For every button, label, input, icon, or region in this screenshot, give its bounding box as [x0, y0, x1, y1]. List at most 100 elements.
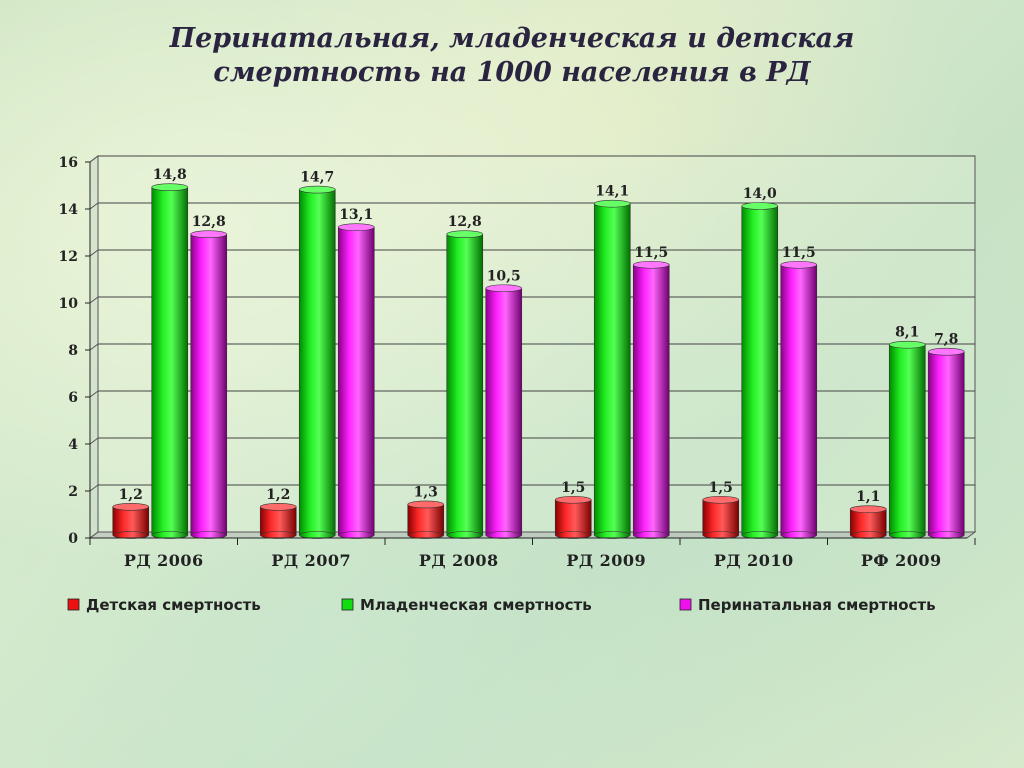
gridline-diag — [89, 202, 99, 210]
gridline-diag — [89, 296, 99, 304]
bar — [554, 499, 592, 536]
y-tick-label: 12 — [59, 249, 78, 265]
bar-base — [888, 531, 926, 539]
legend: Детская смертность Младенческая смертност… — [67, 596, 936, 614]
bar-base — [190, 531, 228, 539]
data-label: 11,5 — [634, 245, 668, 261]
bar-top — [446, 230, 484, 238]
x-category-label: РД 2008 — [419, 551, 499, 570]
bar — [741, 205, 779, 536]
legend-label: Перинатальная смертность — [698, 596, 936, 614]
chart-title-line1: Перинатальная, младенческая и детская — [169, 23, 855, 54]
bar — [849, 508, 887, 536]
bar — [298, 189, 336, 536]
bar — [632, 264, 670, 536]
bar-top — [780, 260, 818, 269]
bar-base — [593, 531, 631, 539]
data-label: 10,5 — [487, 268, 521, 284]
y-axis: 0 2 4 6 8 10 12 14 16 — [59, 155, 91, 547]
bar-top — [337, 223, 375, 231]
bar-top — [593, 199, 631, 208]
bar-base — [702, 531, 740, 539]
x-category-label: РФ 2009 — [861, 551, 942, 570]
y-tick-label: 2 — [68, 484, 78, 500]
bar-base — [151, 531, 189, 539]
data-label: 8,1 — [895, 325, 919, 341]
bar — [446, 233, 484, 536]
x-category-label: РД 2010 — [714, 551, 794, 570]
data-label: 1,3 — [414, 484, 438, 500]
y-tick-label: 6 — [68, 390, 78, 406]
bar-base — [446, 531, 484, 539]
bar — [151, 186, 189, 536]
data-label: 14,0 — [743, 186, 777, 202]
bar — [780, 264, 818, 536]
bar-top — [632, 260, 670, 269]
bar-base — [298, 531, 336, 539]
bar-base — [112, 531, 150, 539]
bar-base — [554, 531, 592, 539]
bar — [593, 203, 631, 536]
bar-top — [298, 185, 336, 194]
bar-base — [632, 531, 670, 539]
y-tick-label: 14 — [59, 202, 79, 218]
bar-top — [485, 284, 523, 293]
x-axis: РД 2006 РД 2007 РД 2008 РД 2009 РД 2010 РФ 20… — [89, 537, 976, 570]
bar — [112, 506, 150, 536]
bar — [190, 233, 228, 536]
bar — [702, 499, 740, 536]
y-tick-label: 8 — [68, 343, 78, 359]
data-label: 7,8 — [934, 332, 958, 348]
bar-base — [337, 531, 375, 539]
data-label: 14,1 — [595, 184, 629, 200]
bar-base — [259, 531, 297, 539]
chart-title-line2: смертность на 1000 населения в РД — [213, 57, 811, 88]
bar-top — [927, 347, 965, 356]
x-category-label: РД 2006 — [124, 551, 204, 570]
y-tick-label: 10 — [59, 296, 79, 312]
data-label: 1,5 — [561, 480, 585, 496]
data-label: 1,2 — [119, 487, 143, 503]
data-label: 13,1 — [339, 207, 373, 223]
bar-top — [112, 502, 150, 511]
bar-base — [485, 531, 523, 539]
bar-top — [151, 183, 189, 191]
chart-title: Перинатальная, младенческая и детская см… — [0, 22, 1024, 90]
gridline-diag — [89, 437, 99, 445]
legend-label: Детская смертность — [86, 596, 261, 614]
bar-top — [554, 495, 592, 504]
bar-top — [849, 505, 887, 513]
bar-top — [888, 340, 926, 349]
legend-swatch — [67, 598, 80, 611]
bar — [337, 226, 375, 536]
data-label: 1,1 — [856, 489, 880, 505]
x-category-label: РД 2007 — [271, 551, 351, 570]
gridline-diag — [89, 249, 99, 257]
bar — [259, 506, 297, 536]
bar-base — [407, 531, 445, 539]
bar — [888, 344, 926, 536]
bar-top — [190, 230, 228, 238]
data-label: 1,2 — [266, 487, 290, 503]
x-category-label: РД 2009 — [566, 551, 646, 570]
bars-group: 1,2 14,8 12,8 1,2 14,7 13,1 1,3 12,8 10,5 1,5 14,1… — [112, 167, 965, 539]
bar-top — [407, 500, 445, 509]
legend-swatch — [679, 598, 692, 611]
data-label: 1,5 — [709, 480, 733, 496]
gridline-diag — [89, 343, 99, 351]
bar-top — [702, 495, 740, 504]
legend-label: Младенческая смертность — [360, 596, 592, 614]
bar-base — [741, 531, 779, 539]
legend-swatch — [341, 598, 354, 611]
data-label: 12,8 — [448, 214, 482, 230]
bar-base — [927, 531, 965, 539]
bar-base — [780, 531, 818, 539]
data-label: 12,8 — [192, 214, 226, 230]
gridline-diag — [89, 155, 99, 163]
y-tick-label: 16 — [59, 155, 78, 171]
y-tick-label: 0 — [68, 531, 78, 547]
bar-top — [741, 202, 779, 210]
bar — [485, 287, 523, 536]
data-label: 14,7 — [300, 170, 334, 186]
